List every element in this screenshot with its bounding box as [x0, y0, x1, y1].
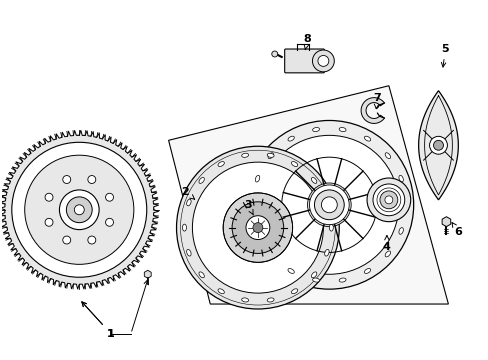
Ellipse shape — [266, 153, 273, 157]
Circle shape — [45, 218, 53, 226]
Circle shape — [366, 178, 410, 222]
FancyBboxPatch shape — [284, 49, 324, 73]
Ellipse shape — [218, 289, 224, 294]
Ellipse shape — [267, 251, 273, 257]
Circle shape — [309, 185, 348, 225]
Ellipse shape — [186, 199, 191, 206]
Circle shape — [223, 193, 292, 262]
Text: 2: 2 — [181, 187, 194, 199]
Circle shape — [321, 197, 337, 213]
Circle shape — [60, 190, 99, 230]
Circle shape — [232, 202, 283, 253]
Ellipse shape — [398, 175, 403, 182]
Ellipse shape — [255, 228, 259, 234]
Ellipse shape — [403, 201, 407, 208]
Circle shape — [379, 191, 397, 209]
Ellipse shape — [287, 269, 294, 273]
Polygon shape — [168, 86, 447, 304]
Circle shape — [5, 135, 153, 284]
Circle shape — [105, 218, 113, 226]
Ellipse shape — [339, 127, 346, 132]
Text: 1: 1 — [81, 302, 115, 339]
Ellipse shape — [328, 224, 333, 231]
Polygon shape — [144, 270, 151, 278]
Text: 1: 1 — [81, 302, 115, 339]
Ellipse shape — [182, 224, 186, 231]
Circle shape — [372, 184, 404, 216]
Circle shape — [25, 155, 134, 264]
Circle shape — [12, 142, 146, 277]
Ellipse shape — [186, 249, 191, 256]
Circle shape — [45, 193, 53, 201]
Ellipse shape — [291, 289, 297, 294]
Ellipse shape — [241, 298, 248, 302]
Circle shape — [88, 176, 96, 184]
Ellipse shape — [267, 153, 273, 159]
Ellipse shape — [255, 175, 259, 182]
Ellipse shape — [364, 269, 370, 273]
Ellipse shape — [291, 162, 297, 166]
Circle shape — [312, 50, 334, 72]
Ellipse shape — [312, 278, 319, 282]
Ellipse shape — [311, 177, 316, 183]
Ellipse shape — [339, 278, 346, 282]
Circle shape — [105, 193, 113, 201]
Ellipse shape — [324, 249, 328, 256]
Ellipse shape — [385, 153, 390, 159]
Circle shape — [62, 176, 71, 184]
Polygon shape — [441, 217, 450, 227]
Text: 6: 6 — [451, 222, 461, 237]
Ellipse shape — [266, 298, 273, 302]
Ellipse shape — [250, 201, 254, 208]
Circle shape — [271, 51, 277, 57]
Ellipse shape — [287, 136, 294, 141]
Text: 7: 7 — [372, 93, 380, 109]
Polygon shape — [418, 91, 457, 200]
Ellipse shape — [241, 153, 248, 157]
Ellipse shape — [324, 199, 328, 206]
Text: 3: 3 — [244, 200, 253, 215]
Circle shape — [317, 55, 328, 66]
Ellipse shape — [398, 228, 403, 234]
Ellipse shape — [199, 177, 204, 183]
Ellipse shape — [312, 127, 319, 132]
Circle shape — [74, 205, 84, 215]
Text: 4: 4 — [382, 235, 390, 252]
Circle shape — [62, 236, 71, 244]
Ellipse shape — [385, 251, 390, 257]
Circle shape — [433, 140, 443, 150]
Ellipse shape — [199, 272, 204, 278]
Text: 8: 8 — [303, 34, 311, 50]
Ellipse shape — [364, 136, 370, 141]
Circle shape — [0, 130, 158, 289]
Circle shape — [314, 190, 344, 220]
Circle shape — [88, 236, 96, 244]
Circle shape — [252, 223, 263, 233]
Circle shape — [245, 216, 269, 239]
Circle shape — [66, 197, 92, 223]
Circle shape — [307, 183, 350, 227]
Circle shape — [244, 121, 413, 289]
Circle shape — [192, 162, 323, 293]
Circle shape — [384, 196, 392, 204]
Polygon shape — [0, 130, 158, 289]
Ellipse shape — [311, 272, 316, 278]
Polygon shape — [360, 98, 384, 123]
Circle shape — [176, 146, 339, 309]
Ellipse shape — [218, 162, 224, 166]
Circle shape — [428, 136, 447, 154]
Circle shape — [259, 135, 398, 274]
Text: 5: 5 — [441, 44, 448, 67]
